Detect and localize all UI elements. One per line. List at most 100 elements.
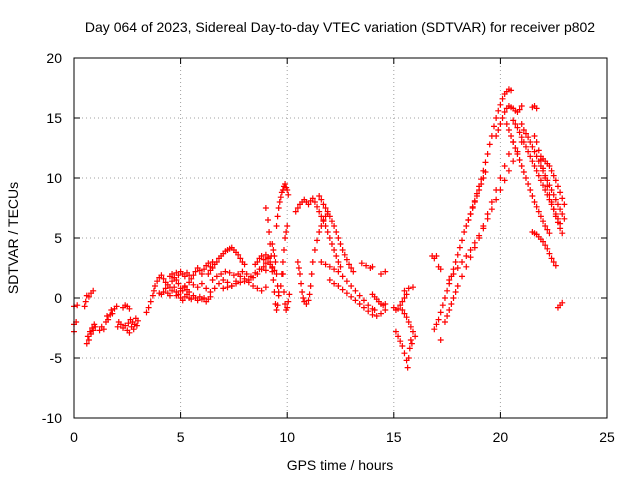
data-point <box>126 329 133 336</box>
data-point <box>512 145 519 151</box>
data-point <box>399 343 406 349</box>
data-point <box>181 273 188 280</box>
data-point <box>300 295 307 301</box>
data-point <box>552 262 559 269</box>
data-point <box>497 187 504 193</box>
data-point <box>486 141 493 148</box>
data-point <box>452 289 459 295</box>
data-point <box>328 241 335 247</box>
data-point <box>527 153 534 160</box>
data-point <box>550 259 557 265</box>
data-point <box>326 263 333 270</box>
data-point <box>318 223 325 229</box>
data-point <box>175 280 182 287</box>
data-point <box>254 271 261 277</box>
data-point <box>169 271 176 277</box>
data-point <box>149 292 156 299</box>
data-point <box>520 169 527 175</box>
data-point <box>397 302 404 309</box>
data-point <box>433 253 440 259</box>
data-point <box>92 323 99 330</box>
data-point <box>277 283 284 289</box>
data-point <box>495 127 502 133</box>
data-point <box>352 297 359 304</box>
data-point <box>100 326 107 333</box>
data-point <box>314 203 321 210</box>
data-point <box>537 213 544 220</box>
data-point <box>262 284 269 291</box>
data-point <box>516 106 523 113</box>
data-point <box>271 253 278 259</box>
data-point <box>365 308 372 315</box>
data-point <box>320 201 327 208</box>
data-point <box>218 271 225 277</box>
data-point <box>326 213 333 220</box>
data-point <box>505 151 512 157</box>
data-point <box>441 295 448 301</box>
y-tick-label: 15 <box>46 110 62 126</box>
data-point <box>540 182 547 189</box>
data-point <box>363 262 370 269</box>
data-point <box>405 355 412 361</box>
data-point <box>130 326 137 333</box>
data-point <box>160 275 167 282</box>
data-point <box>360 297 367 304</box>
data-point <box>463 253 470 259</box>
data-point <box>505 167 512 174</box>
data-point <box>378 310 385 317</box>
data-point <box>294 259 301 265</box>
data-point <box>516 129 523 136</box>
data-point <box>305 201 312 208</box>
data-point <box>514 151 521 157</box>
data-point <box>274 302 281 309</box>
data-point <box>358 260 365 267</box>
data-point <box>275 205 282 211</box>
data-point <box>171 274 178 281</box>
data-point <box>145 304 152 311</box>
data-point <box>542 187 549 193</box>
data-point <box>284 304 291 311</box>
data-point <box>546 163 553 169</box>
data-point <box>169 287 176 294</box>
data-point <box>527 187 534 193</box>
data-point <box>322 205 329 211</box>
data-point <box>269 241 276 247</box>
data-point <box>542 223 549 229</box>
data-point <box>495 107 502 114</box>
data-point <box>81 303 88 310</box>
data-point <box>369 311 376 318</box>
data-point <box>177 287 184 294</box>
data-point <box>270 277 277 283</box>
data-point <box>350 268 357 275</box>
data-point <box>237 255 244 262</box>
y-tick-label: 0 <box>54 290 62 306</box>
data-point <box>540 218 547 225</box>
data-point <box>143 309 150 316</box>
data-point <box>501 177 508 184</box>
data-point <box>285 298 292 305</box>
data-point <box>407 337 414 343</box>
data-point <box>454 283 461 289</box>
data-point <box>531 163 538 169</box>
data-point <box>531 148 538 155</box>
data-point <box>537 177 544 184</box>
data-point <box>235 271 242 277</box>
data-point <box>147 298 154 305</box>
data-point <box>194 284 201 291</box>
data-point <box>382 301 389 307</box>
data-point <box>401 295 408 301</box>
data-point <box>544 245 551 252</box>
data-point <box>250 283 257 289</box>
y-tick-label: -10 <box>42 410 62 426</box>
data-point <box>401 287 408 294</box>
data-point <box>392 328 399 335</box>
data-point <box>559 211 566 217</box>
x-tick-label: 15 <box>386 429 402 445</box>
data-point <box>476 235 483 241</box>
data-point <box>309 259 316 265</box>
data-point <box>258 266 265 273</box>
data-point <box>188 296 195 303</box>
data-point <box>510 117 517 124</box>
x-tick-label: 25 <box>599 429 615 445</box>
data-points <box>71 86 568 371</box>
